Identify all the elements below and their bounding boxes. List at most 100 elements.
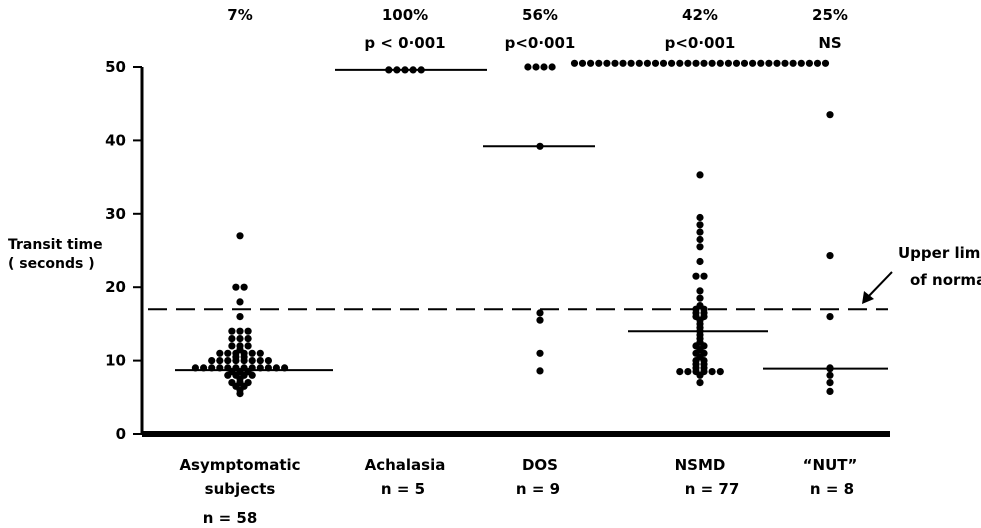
data-point: [208, 364, 216, 372]
data-point: [826, 111, 834, 119]
data-point: [708, 59, 716, 67]
data-point: [281, 364, 289, 372]
data-point: [696, 171, 704, 179]
group-p-value-label: NS: [818, 34, 841, 52]
category-label: Achalasia: [365, 456, 446, 474]
data-point: [224, 357, 232, 365]
data-point: [540, 63, 548, 71]
group-n-label: n = 5: [381, 480, 425, 498]
data-point: [635, 59, 643, 67]
data-point: [532, 63, 540, 71]
data-point: [536, 316, 544, 324]
data-point: [696, 287, 704, 295]
data-point: [696, 235, 704, 244]
y-tick-label: 20: [105, 278, 126, 296]
data-point: [248, 357, 256, 365]
data-point: [611, 59, 619, 67]
group-percent-label: 7%: [227, 6, 252, 24]
data-point: [757, 59, 765, 67]
data-point: [224, 349, 232, 357]
data-point: [700, 59, 708, 67]
data-point: [826, 313, 834, 321]
data-point: [826, 252, 834, 260]
data-point: [248, 349, 256, 357]
data-point: [696, 243, 704, 251]
y-tick-label: 40: [105, 131, 126, 149]
category-label: “NUT”: [803, 456, 858, 474]
data-point: [228, 327, 236, 335]
group-percent-label: 42%: [682, 6, 718, 24]
data-point: [684, 59, 692, 67]
data-point: [587, 59, 595, 67]
group-n-label: n = 9: [516, 480, 560, 498]
reference-line-arrow: [865, 271, 893, 300]
data-point: [724, 59, 733, 67]
data-point: [826, 371, 834, 379]
group-p-value-label: p < 0·001: [364, 34, 445, 52]
data-point: [570, 59, 579, 67]
data-point: [603, 59, 611, 67]
data-point: [256, 364, 264, 372]
data-point: [696, 213, 704, 222]
data-point: [789, 59, 797, 67]
data-point: [264, 357, 272, 365]
data-point: [240, 357, 248, 365]
group-percent-label: 100%: [382, 6, 428, 24]
data-point: [696, 294, 704, 302]
category-label: DOS: [522, 456, 558, 474]
data-point: [417, 66, 425, 74]
category-label: Asymptomatic: [179, 456, 300, 474]
category-label: NSMD: [675, 456, 726, 474]
data-point: [668, 59, 676, 67]
data-point: [240, 283, 248, 291]
data-point: [385, 66, 393, 74]
group-percent-label: 25%: [812, 6, 848, 24]
data-point: [627, 59, 635, 67]
data-point: [236, 327, 244, 335]
reference-line-label-line2: of normal: [910, 271, 981, 289]
data-point: [536, 367, 544, 375]
y-tick-label: 10: [105, 352, 126, 370]
data-point: [826, 365, 834, 373]
data-point: [228, 335, 236, 343]
data-point: [813, 59, 822, 67]
data-point: [676, 368, 684, 376]
data-point: [696, 257, 704, 266]
data-point: [696, 371, 704, 379]
data-point: [244, 335, 252, 343]
data-point: [684, 368, 692, 376]
axis-layer: Transit time ( seconds ): [8, 67, 890, 437]
group-layer: 7% Asymptomatic subjects n = 58 100% p < 0·00…: [175, 6, 888, 527]
data-point: [536, 142, 544, 150]
data-point: [236, 232, 244, 240]
data-point: [244, 342, 252, 350]
data-point: [228, 342, 236, 350]
data-point: [409, 66, 417, 74]
group-n-label: n = 8: [810, 480, 854, 498]
data-point: [200, 364, 208, 372]
data-point: [256, 357, 264, 365]
group-p-value-label: p<0·001: [665, 34, 736, 52]
data-point: [536, 309, 544, 317]
data-point: [643, 59, 652, 67]
data-point: [216, 357, 224, 365]
data-point: [524, 63, 532, 71]
point-layer: [191, 59, 834, 398]
group-percent-label: 56%: [522, 6, 558, 24]
data-point: [716, 59, 724, 67]
group-p-value-label: p<0·001: [505, 34, 576, 52]
data-point: [401, 66, 409, 74]
data-point: [224, 371, 232, 379]
data-point: [216, 364, 224, 372]
data-point: [749, 59, 757, 67]
data-point: [696, 379, 704, 387]
data-point: [578, 59, 587, 67]
data-point: [248, 371, 256, 379]
data-point: [692, 59, 700, 67]
y-axis-label-line2: ( seconds ): [8, 256, 95, 272]
data-point: [595, 59, 603, 67]
data-point: [244, 327, 252, 335]
data-point: [826, 379, 834, 387]
data-point: [821, 59, 830, 67]
